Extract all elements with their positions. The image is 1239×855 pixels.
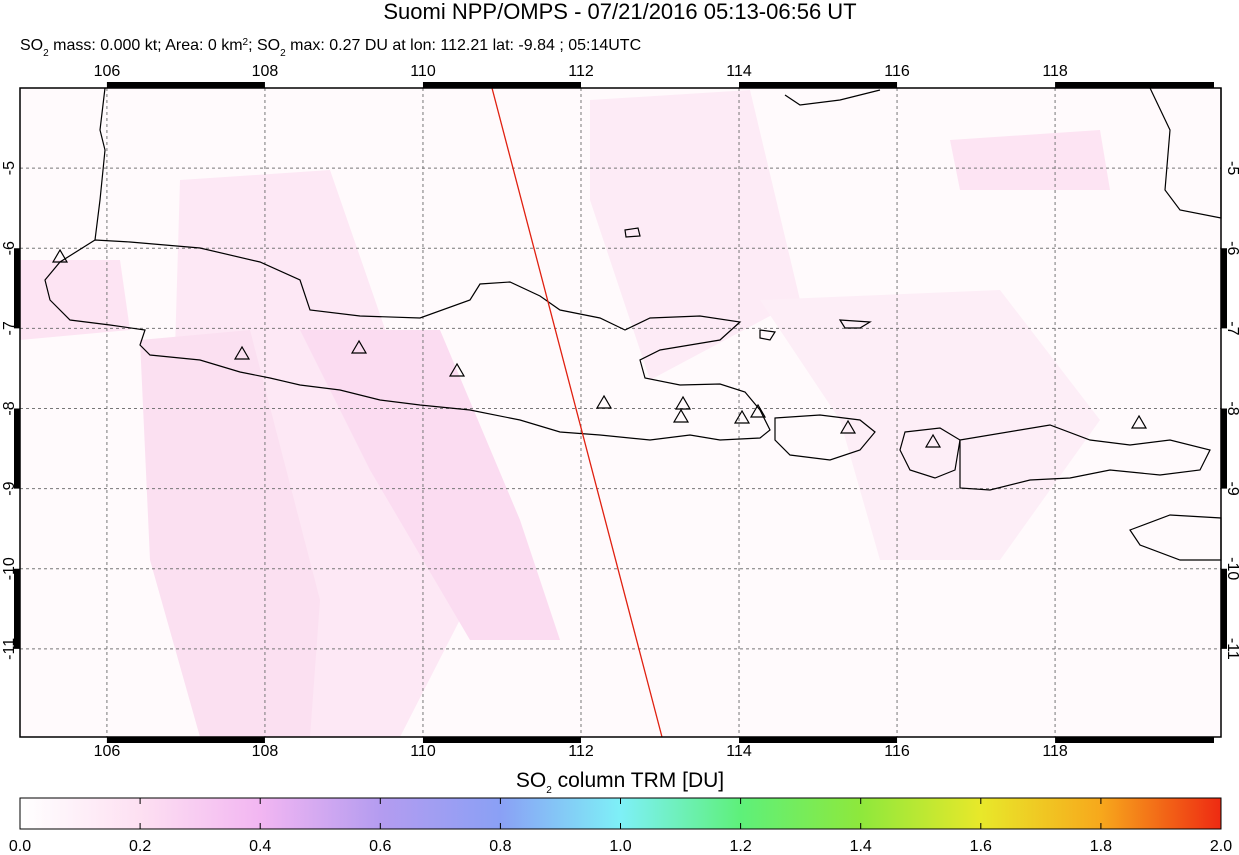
colorbar-tick-label: 0.0 <box>9 838 31 855</box>
x-tick-label: 110 <box>410 63 436 80</box>
frame-band <box>1221 248 1227 329</box>
frame-band <box>422 737 581 743</box>
y-tick-label: -11 <box>1224 638 1239 660</box>
x-tick-label: 106 <box>94 63 121 80</box>
x-tick-label: 110 <box>410 743 436 760</box>
frame-band <box>106 82 265 88</box>
colorbar-tick-label: 1.4 <box>850 838 872 855</box>
x-tick-label: 118 <box>1042 743 1068 760</box>
frame-ticks <box>14 82 1227 743</box>
y-tick-label: -8 <box>1224 401 1239 415</box>
frame-band <box>14 568 20 649</box>
x-tick-label: 116 <box>884 743 910 760</box>
text-part: ; SO <box>248 37 280 54</box>
colorbar-tick-label: 1.8 <box>1090 838 1112 855</box>
text-part: 2 <box>546 785 552 796</box>
frame-band <box>106 737 265 743</box>
colorbar-tick-label: 0.4 <box>249 838 271 855</box>
text-part: SO <box>20 37 43 54</box>
x-tick-label: 114 <box>726 743 752 760</box>
text-part: column TRM [DU] <box>552 769 724 792</box>
text-part: 2 <box>280 48 286 59</box>
frame-band <box>14 408 20 489</box>
text-part: 2 <box>43 48 49 59</box>
y-tick-label: -6 <box>1 241 18 255</box>
x-tick-label: 112 <box>568 743 594 760</box>
x-tick-label: 108 <box>252 743 279 760</box>
colorbar-tick-label: 0.2 <box>129 838 151 855</box>
frame-band <box>1055 737 1214 743</box>
y-tick-label: -7 <box>1 321 18 335</box>
colorbar-tick-label: 0.8 <box>489 838 511 855</box>
colorbar-tick-label: 0.6 <box>369 838 391 855</box>
x-tick-label: 108 <box>252 63 279 80</box>
text-part: SO <box>516 769 546 792</box>
frame-band <box>14 248 20 329</box>
y-tick-label: -7 <box>1224 321 1239 335</box>
y-tick-label: -8 <box>1 401 18 415</box>
y-tick-label: -5 <box>1 161 18 175</box>
colorbar-tick-label: 1.2 <box>729 838 751 855</box>
x-tick-label: 106 <box>94 743 121 760</box>
text-part: mass: 0.000 kt; Area: 0 km <box>49 37 243 54</box>
frame-band <box>422 82 581 88</box>
x-tick-label: 116 <box>884 63 910 80</box>
axis-labels: 106 106 108 108 110 110 112 112 114 114 116 116 118 1… <box>1 63 1239 760</box>
so2-field <box>20 88 1221 737</box>
subtitle: SO2 mass: 0.000 kt; Area: 0 km2; SO2 max… <box>20 37 641 59</box>
text-part: 2 <box>243 37 249 48</box>
frame-band <box>1221 568 1227 649</box>
frame-band <box>739 737 898 743</box>
y-tick-label: -10 <box>1224 557 1239 580</box>
x-tick-label: 118 <box>1042 63 1068 80</box>
colorbar-ticks: 0.0 0.2 0.4 0.6 0.8 1.0 1.2 1.4 1.6 1.8 2.0 <box>9 798 1232 855</box>
frame-band <box>739 82 898 88</box>
y-tick-label: -10 <box>1 557 18 580</box>
colorbar-tick-label: 1.6 <box>970 838 992 855</box>
orbit-track <box>491 87 663 738</box>
volcano-markers <box>51 248 1148 448</box>
colorbar-label: SO2 column TRM [DU] <box>516 769 724 796</box>
colorbar-tick-label: 2.0 <box>1210 838 1232 855</box>
frame-band <box>1055 82 1214 88</box>
frame-band <box>1221 408 1227 489</box>
y-tick-label: -11 <box>1 638 18 660</box>
y-tick-label: -5 <box>1224 161 1239 175</box>
colorbar-tick-label: 1.0 <box>609 838 631 855</box>
title: Suomi NPP/OMPS - 07/21/2016 05:13-06:56 … <box>383 0 856 24</box>
y-tick-label: -6 <box>1224 241 1239 255</box>
text-part: max: 0.27 DU at lon: 112.21 lat: -9.84 ;… <box>286 37 641 54</box>
x-tick-label: 114 <box>726 63 752 80</box>
y-tick-label: -9 <box>1 481 18 495</box>
y-tick-label: -9 <box>1224 482 1239 496</box>
x-tick-label: 112 <box>568 63 594 80</box>
